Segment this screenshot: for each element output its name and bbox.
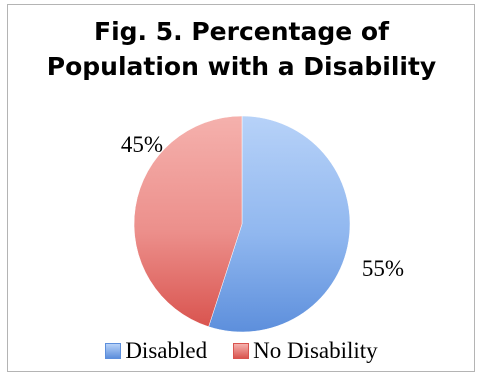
pie-slice-no-disability bbox=[133, 115, 243, 328]
pie-slice-disabled bbox=[208, 115, 351, 333]
chart-title: Fig. 5. Percentage of Population with a … bbox=[46, 17, 437, 81]
legend-label-no-disability: No Disability bbox=[253, 338, 378, 363]
data-label-disabled: 55% bbox=[362, 256, 404, 281]
legend-swatch-no-disability bbox=[233, 343, 250, 359]
data-label-no-disability: 45% bbox=[121, 132, 163, 157]
legend-item-disabled: Disabled bbox=[105, 338, 207, 364]
legend-label-disabled: Disabled bbox=[125, 338, 208, 363]
legend-item-no-disability: No Disability bbox=[233, 338, 378, 364]
chart-legend: Disabled No Disability bbox=[0, 338, 483, 364]
legend-swatch-disabled bbox=[105, 343, 122, 359]
